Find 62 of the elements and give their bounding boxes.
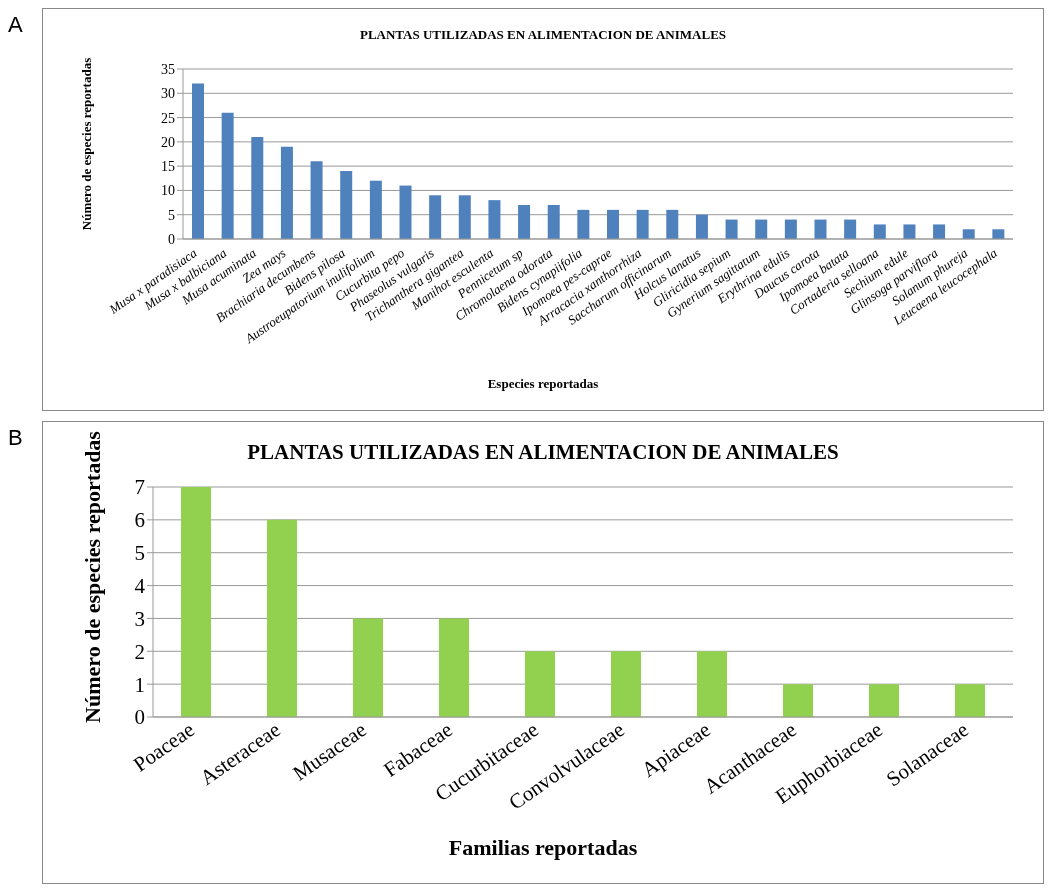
bar: [458, 195, 471, 239]
bar: [251, 137, 264, 239]
bar: [903, 224, 916, 239]
bar: [439, 618, 469, 717]
bar: [353, 618, 383, 717]
y-tick-label: 0: [168, 231, 175, 247]
bar: [611, 651, 641, 717]
bar: [814, 219, 827, 239]
bar: [221, 112, 234, 239]
bar: [955, 684, 985, 717]
y-tick-label: 25: [161, 110, 175, 126]
bar: [399, 185, 412, 239]
bar: [666, 209, 679, 239]
bar: [518, 205, 531, 239]
chart-title: PLANTAS UTILIZADAS EN ALIMENTACION DE ANIMALES: [358, 27, 728, 43]
text: B: [8, 425, 23, 451]
y-tick-label: 4: [134, 574, 146, 599]
y-tick-label: 5: [134, 541, 145, 566]
y-tick-label: 30: [161, 86, 175, 102]
bar: [992, 229, 1005, 239]
bar: [547, 205, 560, 239]
y-tick-label: 20: [161, 134, 175, 150]
y-tick-label: 35: [161, 61, 175, 77]
bar: [962, 229, 975, 239]
bar: [697, 651, 727, 717]
bar: [181, 487, 211, 717]
bar: [488, 200, 501, 239]
y-axis-title: Número de especies reportadas: [80, 431, 106, 723]
y-tick-label: 0: [134, 705, 145, 730]
bar: [869, 684, 899, 717]
bar: [784, 219, 797, 239]
bar: [525, 651, 555, 717]
bar: [267, 519, 297, 717]
bar: [340, 171, 353, 239]
chart-title: PLANTAS UTILIZADAS EN ALIMENTACION DE ANIMALES: [247, 440, 839, 464]
bar: [369, 180, 382, 239]
bar: [755, 219, 768, 239]
y-tick-label: 6: [134, 508, 145, 533]
bar: [725, 219, 738, 239]
bar: [607, 209, 619, 239]
y-tick-label: 3: [134, 606, 145, 631]
bar: [577, 209, 590, 239]
bar: [310, 161, 323, 239]
y-tick-label: 7: [134, 475, 145, 500]
bar: [933, 224, 946, 239]
bar: [429, 195, 442, 239]
bar: [192, 83, 204, 239]
bar: [783, 684, 813, 717]
y-tick-label: 15: [161, 159, 175, 175]
bar: [844, 219, 857, 239]
text: A: [8, 12, 23, 38]
y-tick-label: 5: [168, 207, 175, 223]
bar: [280, 146, 293, 239]
bar: [873, 224, 886, 239]
y-axis-title: Número de especies reportadas: [79, 57, 95, 231]
x-axis-title: Especies reportadas: [486, 376, 600, 392]
y-tick-label: 2: [134, 639, 145, 664]
bar: [695, 214, 708, 239]
x-axis-title: Familias reportadas: [447, 835, 639, 861]
bar: [636, 209, 649, 239]
y-tick-label: 1: [134, 672, 145, 697]
y-tick-label: 10: [161, 183, 175, 199]
